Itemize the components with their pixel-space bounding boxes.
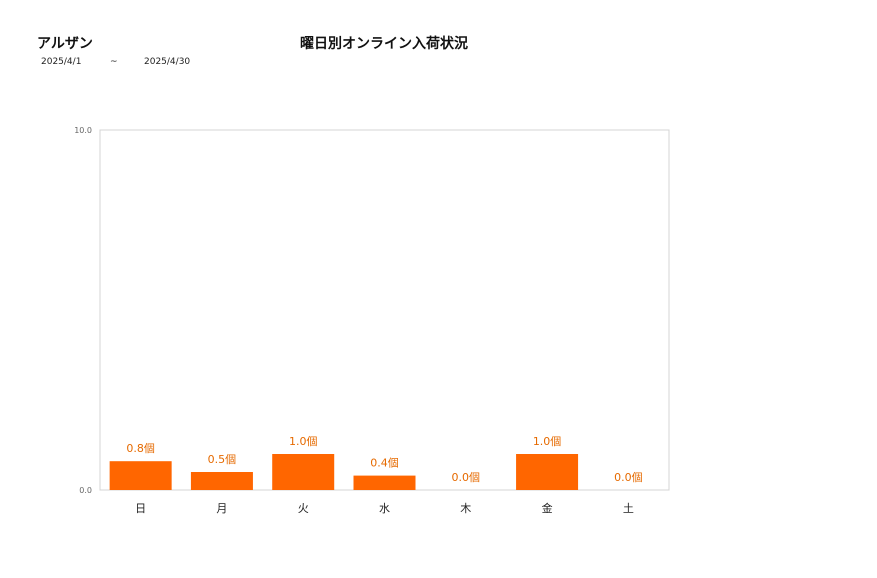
brand-name: アルザン bbox=[37, 36, 93, 52]
period-end: 2025/4/30 bbox=[144, 57, 191, 67]
data-label: 0.0個 bbox=[452, 471, 481, 484]
x-category-label: 金 bbox=[542, 501, 553, 515]
bar bbox=[109, 461, 172, 490]
y-tick-label: 0.0 bbox=[79, 486, 92, 495]
x-category-label: 火 bbox=[298, 502, 309, 515]
data-label: 1.0個 bbox=[533, 435, 562, 448]
data-label: 1.0個 bbox=[289, 435, 318, 448]
period-separator: ~ bbox=[110, 57, 118, 67]
period-start: 2025/4/1 bbox=[41, 57, 82, 67]
x-category-label: 水 bbox=[379, 502, 390, 515]
data-label: 0.8個 bbox=[126, 442, 155, 455]
data-label: 0.4個 bbox=[370, 457, 399, 470]
bar bbox=[272, 454, 335, 490]
data-label: 0.5個 bbox=[208, 453, 237, 466]
data-label: 0.0個 bbox=[614, 471, 643, 484]
y-tick-label: 10.0 bbox=[74, 126, 92, 135]
bar bbox=[190, 472, 253, 490]
bar bbox=[516, 454, 579, 490]
bar bbox=[353, 475, 416, 490]
page-title: 曜日別オンライン入荷状況 bbox=[300, 36, 468, 52]
x-category-label: 木 bbox=[460, 502, 471, 515]
plot-area bbox=[99, 129, 670, 491]
x-category-label: 月 bbox=[216, 502, 227, 515]
x-category-label: 土 bbox=[623, 502, 634, 515]
x-category-label: 日 bbox=[135, 502, 146, 515]
